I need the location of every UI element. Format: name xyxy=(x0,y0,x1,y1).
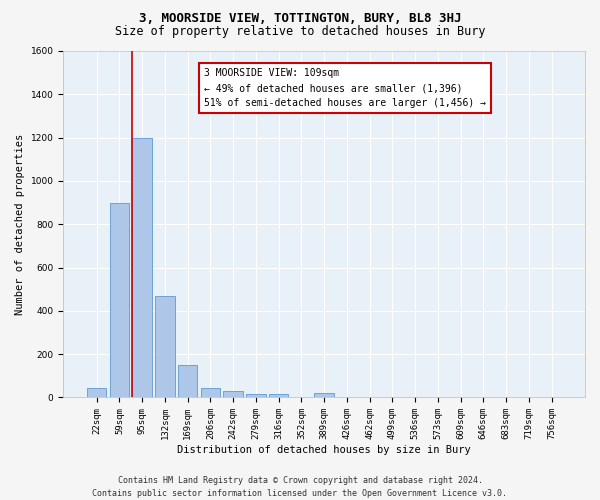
X-axis label: Distribution of detached houses by size in Bury: Distribution of detached houses by size … xyxy=(177,445,471,455)
Bar xyxy=(314,393,334,398)
Bar xyxy=(223,391,243,398)
Bar xyxy=(178,365,197,398)
Bar xyxy=(201,388,220,398)
Bar xyxy=(87,388,106,398)
Bar xyxy=(246,394,266,398)
Text: Size of property relative to detached houses in Bury: Size of property relative to detached ho… xyxy=(115,25,485,38)
Text: 3, MOORSIDE VIEW, TOTTINGTON, BURY, BL8 3HJ: 3, MOORSIDE VIEW, TOTTINGTON, BURY, BL8 … xyxy=(139,12,461,26)
Bar xyxy=(110,202,129,398)
Bar xyxy=(269,394,289,398)
Bar xyxy=(155,296,175,398)
Bar xyxy=(133,138,152,398)
Text: Contains HM Land Registry data © Crown copyright and database right 2024.
Contai: Contains HM Land Registry data © Crown c… xyxy=(92,476,508,498)
Text: 3 MOORSIDE VIEW: 109sqm
← 49% of detached houses are smaller (1,396)
51% of semi: 3 MOORSIDE VIEW: 109sqm ← 49% of detache… xyxy=(204,68,486,108)
Y-axis label: Number of detached properties: Number of detached properties xyxy=(15,134,25,315)
